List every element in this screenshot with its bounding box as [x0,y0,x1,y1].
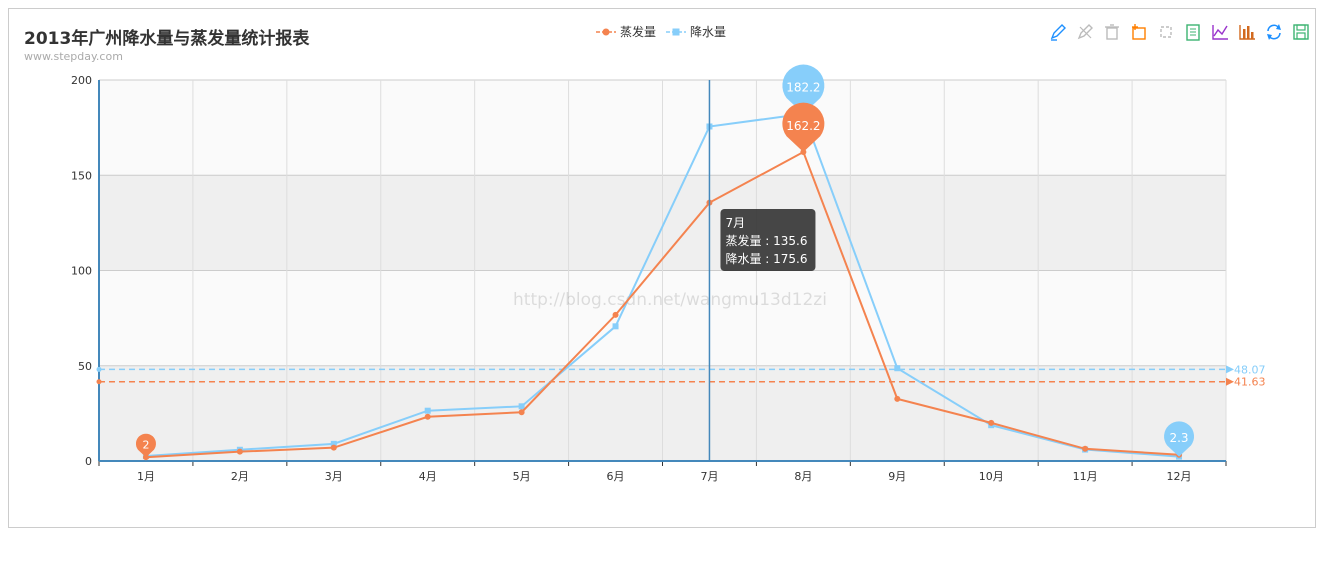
mark-pin: 182.2 [782,64,825,114]
mark-pin-shape [135,433,156,458]
x-tick-label: 9月 [888,470,906,483]
data-point [612,323,619,330]
mark-undo-icon[interactable] [1075,22,1095,42]
mark-pin: 2.3 [1164,421,1195,457]
x-tick-label: 11月 [1073,470,1098,483]
x-tick-label: 3月 [325,470,343,483]
mark-pin-shape [782,102,825,153]
mark-pin-label: 2 [142,439,149,452]
data-point [330,444,337,451]
series-line-evaporation [145,150,1180,459]
tooltip-line: 降水量 : 175.6 [725,252,807,266]
legend-label-precipitation: 降水量 [690,25,727,39]
bar-chart-icon[interactable] [1237,22,1257,42]
data-zoom-icon[interactable] [1129,22,1149,42]
x-tick-label: 4月 [419,470,437,483]
mark-pins: 182.2 162.2 2 2.3 [135,64,1195,458]
mark-clear-icon[interactable] [1102,22,1122,42]
legend-item-evaporation[interactable]: 蒸发量 [596,23,656,40]
data-point [424,413,431,420]
data-point [236,448,243,455]
toolbox [1048,22,1311,42]
chart-title: 2013年广州降水量与蒸发量统计报表 [24,29,310,49]
data-point [518,409,525,416]
mark-pin: 2 [135,433,156,458]
x-tick-label: 6月 [607,470,625,483]
line-chart-icon[interactable] [1210,22,1230,42]
average-label: 41.63 [1234,376,1266,389]
legend: 蒸发量 降水量 [596,23,726,40]
mark-pin-label: 2.3 [1169,431,1188,445]
average-line-start [96,379,102,385]
x-tick-label: 12月 [1167,470,1192,483]
chart-subtitle-link[interactable]: www.stepday.com [24,50,123,63]
tooltip-line: 7月 [725,216,745,230]
y-tick-label: 150 [71,169,92,182]
y-tick-label: 0 [85,455,92,468]
y-tick-label: 100 [71,265,92,278]
mark-icon[interactable] [1048,22,1068,42]
axes: 0 50 100 150 200 1月 2月 3月 4月 5月 6月 7月 8月 9月 10月 11月 12月 [71,74,1227,483]
watermark: http://blog.csdn.net/wangmu13d12zi [513,290,827,310]
x-tick-label: 10月 [979,470,1004,483]
data-point [988,419,995,426]
data-point [894,365,901,372]
x-tick-label: 5月 [513,470,531,483]
average-line-start [96,366,102,372]
data-point [424,407,431,414]
mark-pin-shape [1164,421,1195,457]
data-zoom-reset-icon[interactable] [1156,22,1176,42]
save-image-icon[interactable] [1291,22,1311,42]
tooltip-line: 蒸发量 : 135.6 [725,233,807,248]
restore-icon[interactable] [1264,22,1284,42]
data-view-icon[interactable] [1183,22,1203,42]
average-label: 48.07 [1234,363,1266,376]
data-point [518,403,525,410]
legend-line-precipitation-icon [666,28,687,35]
series-line-precipitation [145,112,1180,458]
average-line-arrow [1226,377,1234,386]
legend-item-precipitation[interactable]: 降水量 [666,23,726,40]
mark-pin-label: 182.2 [786,81,820,95]
tooltip-box [720,209,816,271]
y-tick-label: 200 [71,74,92,87]
mark-pin-label: 162.2 [786,119,820,133]
x-tick-label: 7月 [700,470,718,483]
average-line-arrow [1226,365,1234,374]
data-point [894,395,901,402]
data-point [1082,445,1089,452]
x-tick-label: 1月 [137,470,155,483]
mark-pin-shape [782,64,825,114]
data-point [330,440,337,447]
legend-label-evaporation: 蒸发量 [620,25,657,39]
legend-line-evaporation-icon [596,28,616,35]
mark-pin: 162.2 [782,102,825,153]
x-tick-label: 2月 [231,470,249,483]
y-tick-label: 50 [78,360,92,373]
x-tick-label: 8月 [794,470,812,483]
data-point [612,311,619,318]
